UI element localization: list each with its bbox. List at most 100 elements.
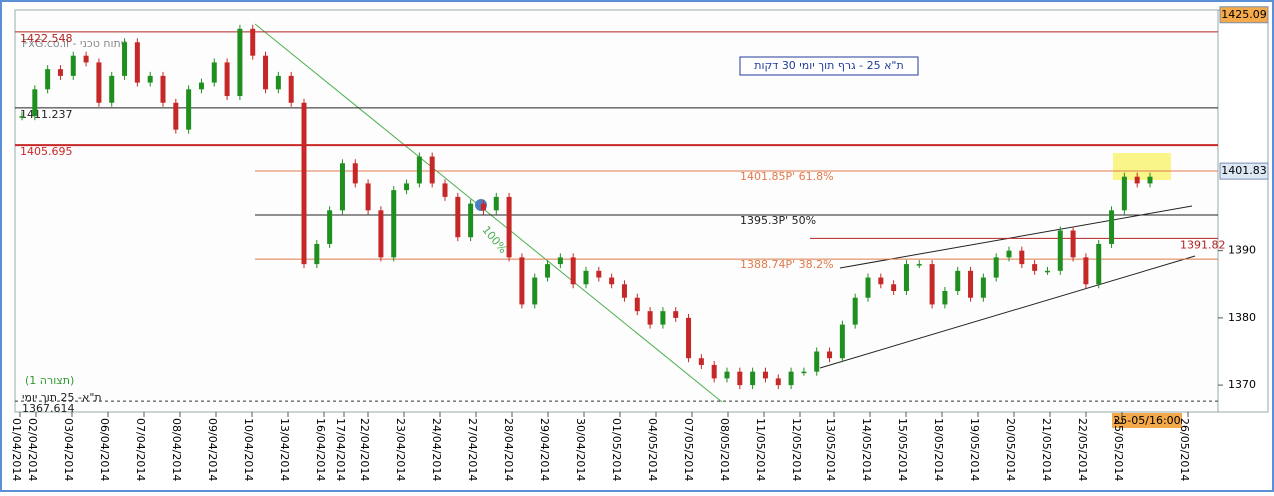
- x-tick-label: 22/05/2014: [1076, 418, 1089, 481]
- x-tick-label: 08/04/2014: [170, 418, 183, 481]
- candle: [750, 371, 756, 386]
- y-tick-label: 1370: [1228, 378, 1256, 391]
- candle: [365, 183, 371, 211]
- candle: [801, 371, 807, 374]
- x-tick-label: 09/04/2014: [206, 418, 219, 481]
- x-tick-label: 13/04/2014: [278, 418, 291, 481]
- x-tick-label: 01/05/2014: [610, 418, 623, 481]
- candle: [173, 102, 179, 130]
- candle: [160, 75, 166, 103]
- candle: [891, 284, 897, 291]
- candle: [929, 264, 935, 305]
- level-label: 1411.237: [20, 108, 73, 121]
- title-box: [739, 56, 919, 76]
- price-marker-label: 1401.83: [1221, 164, 1267, 177]
- candle: [557, 257, 563, 265]
- x-tick-label: 26/05/2014: [1178, 418, 1191, 481]
- x-tick-label: 06/04/2014: [98, 418, 111, 481]
- candle: [1006, 250, 1012, 258]
- y-axis-area: [1217, 9, 1269, 413]
- level-label: 1405.695: [20, 145, 73, 158]
- cursor-label: 25-05/16:00: [1113, 414, 1180, 427]
- candle: [583, 270, 589, 285]
- x-tick-label: 07/04/2014: [134, 418, 147, 481]
- x-tick-label: 25/05/2014: [1112, 418, 1125, 481]
- candle: [1044, 270, 1050, 273]
- channel-line: [839, 205, 1193, 269]
- candle: [1083, 257, 1089, 285]
- level-label: 1391.82: [1180, 238, 1226, 251]
- x-tick-label: 16/04/2014: [314, 418, 327, 481]
- x-tick-label: 04/05/2014: [646, 418, 659, 481]
- candle: [378, 210, 384, 258]
- candle: [647, 311, 653, 325]
- candle: [1121, 176, 1127, 211]
- candle: [532, 277, 538, 305]
- x-tick-label: 19/05/2014: [968, 418, 981, 481]
- candle: [211, 62, 217, 83]
- candle: [1109, 210, 1115, 244]
- candle: [250, 28, 256, 56]
- highlight: [1113, 153, 1171, 180]
- candle: [237, 28, 243, 97]
- candle: [737, 371, 743, 386]
- candle: [519, 257, 525, 305]
- x-tick-label: 08/05/2014: [718, 418, 731, 481]
- price-marker-box: [1219, 6, 1269, 24]
- candle: [955, 270, 961, 291]
- x-tick-label: 22/04/2014: [358, 418, 371, 481]
- x-tick-label: 03/04/2014: [62, 418, 75, 481]
- candle: [1032, 264, 1038, 271]
- candle: [852, 297, 858, 325]
- candle: [698, 358, 704, 365]
- x-tick-label: 15/05/2014: [896, 418, 909, 481]
- candle: [32, 89, 38, 117]
- candle: [109, 75, 115, 103]
- x-tick-label: 20/05/2014: [1004, 418, 1017, 481]
- x-tick-label: 01/04/2014: [10, 418, 23, 481]
- candle: [609, 277, 615, 285]
- pattern-label: (תצורה 1): [25, 374, 74, 387]
- x-tick-label: 27/04/2014: [466, 418, 479, 481]
- candle: [1057, 230, 1063, 271]
- candle: [903, 264, 909, 291]
- candle: [980, 277, 986, 298]
- x-tick-label: 23/04/2014: [394, 418, 407, 481]
- candle: [775, 378, 781, 386]
- candle: [224, 62, 230, 97]
- candle: [339, 163, 345, 211]
- x-tick-label: 21/05/2014: [1040, 418, 1053, 481]
- level-label: 1367.614: [22, 402, 75, 415]
- candle: [327, 210, 333, 244]
- candle: [186, 89, 192, 130]
- candle: [814, 351, 820, 372]
- candle: [493, 196, 499, 211]
- y-tick-label: 1380: [1228, 311, 1256, 324]
- candle: [122, 42, 128, 76]
- x-tick-label: 07/05/2014: [682, 418, 695, 481]
- candle: [660, 311, 666, 325]
- candle: [288, 75, 294, 103]
- candle: [45, 69, 51, 90]
- candle: [993, 257, 999, 278]
- candle: [1147, 176, 1153, 184]
- candle: [1019, 250, 1025, 265]
- x-tick-label: 14/05/2014: [860, 418, 873, 481]
- price-marker-box: [1219, 162, 1269, 180]
- candle: [352, 163, 358, 184]
- candle: [96, 62, 102, 103]
- candle: [275, 75, 281, 90]
- candle: [391, 190, 397, 258]
- candle: [263, 55, 269, 90]
- candle: [1134, 176, 1140, 184]
- trend-line: [254, 23, 723, 403]
- x-tick-label: 12/05/2014: [790, 418, 803, 481]
- cursor-box: [1112, 413, 1182, 428]
- candle: [673, 311, 679, 318]
- candle: [968, 270, 974, 298]
- candle: [865, 277, 871, 298]
- candle: [404, 183, 410, 191]
- level-label: 1395.3P' 50%: [740, 214, 816, 227]
- x-tick-label: 17/04/2014: [334, 418, 347, 481]
- candle: [429, 156, 435, 184]
